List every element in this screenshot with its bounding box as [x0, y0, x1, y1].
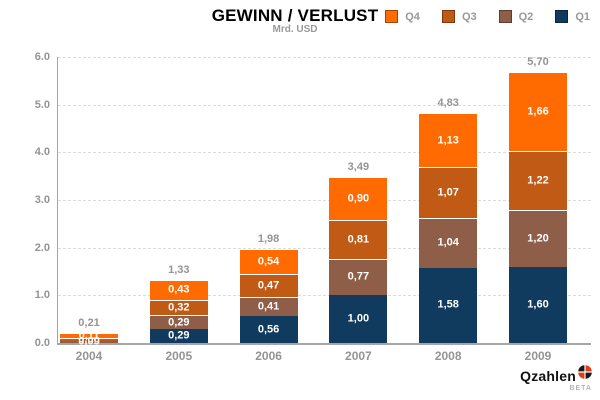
bar-segment-q2-2004[interactable]: 0,05 [60, 336, 118, 347]
page-title: GEWINN / VERLUST [211, 6, 379, 25]
x-axis-label-2005: 2005 [165, 349, 193, 363]
y-axis-label: 1.0 [34, 289, 50, 302]
bar-segment-q4-2005[interactable]: 0,43 [149, 279, 208, 301]
bar-segment-q2-2006[interactable]: 0,41 [239, 296, 298, 317]
gridline [58, 104, 591, 106]
y-axis-label: 5.0 [34, 98, 50, 111]
legend-item-q3[interactable]: Q3 [441, 10, 477, 23]
y-axis-label: 0.0 [34, 337, 50, 349]
legend-item-q2[interactable]: Q2 [498, 10, 534, 23]
segment-value-label: 1,58 [437, 298, 459, 311]
x-axis-label-2008: 2008 [434, 349, 462, 363]
gridline [58, 295, 591, 297]
bar-segment-q3-2009[interactable]: 1,22 [509, 151, 567, 210]
segment-value-label: 1,04 [437, 236, 459, 249]
bar-total-label: 5,70 [527, 56, 549, 69]
bar-segment-q2-2008[interactable]: 1,04 [419, 218, 478, 268]
x-axis-label-2006: 2006 [255, 349, 282, 363]
legend-swatch-q2 [498, 10, 512, 23]
bar-segment-q2-2005[interactable]: 0,29 [149, 315, 208, 330]
legend-swatch-q4 [385, 10, 399, 23]
legend-swatch-q3 [441, 10, 455, 23]
legend: Q4 Q3 Q2 Q1 [385, 10, 590, 23]
bar-segment-q4-2009[interactable]: 1,66 [509, 72, 567, 152]
segment-value-label: 1,20 [527, 232, 549, 245]
bar-segment-q2-2009[interactable]: 1,20 [509, 209, 567, 267]
logo: Qzahlen BETA [520, 365, 592, 392]
segment-value-label: 0,29 [168, 316, 190, 329]
gridline [58, 57, 591, 58]
x-axis-label-2007: 2007 [345, 349, 372, 363]
segment-value-label: 0,81 [347, 233, 370, 246]
legend-item-q4[interactable]: Q4 [385, 10, 420, 23]
bar-segment-q1-2007[interactable]: 1,00 [329, 295, 388, 343]
segment-value-label: 0,29 [168, 329, 190, 342]
bar-segment-q4-2007[interactable]: 0,90 [329, 177, 388, 221]
gridline [58, 200, 591, 201]
legend-label: Q1 [575, 10, 590, 23]
y-axis-label: 6.0 [34, 51, 50, 63]
bar-segment-q1-2006[interactable]: 0,56 [239, 316, 298, 343]
bar-segment-q3-2004[interactable]: 0,06 [60, 334, 118, 345]
legend-label: Q4 [405, 10, 420, 23]
x-axis-label-2009: 2009 [524, 349, 552, 363]
bar-segment-q3-2007[interactable]: 0,81 [329, 220, 388, 259]
chart-subtitle: Mrd. USD [272, 24, 318, 35]
legend-item-q1[interactable]: Q1 [555, 10, 590, 23]
y-axis-label: 4.0 [34, 146, 50, 159]
bar-total-label: 1,98 [257, 232, 280, 245]
legend-swatch-q1 [555, 10, 569, 23]
logo-beta-label: BETA [569, 385, 592, 392]
segment-value-label: 0,56 [257, 323, 280, 336]
x-axis-label-2004: 2004 [75, 349, 103, 363]
bar-total-label: 0,21 [78, 316, 100, 329]
segment-value-label: 1,00 [347, 312, 370, 325]
legend-label: Q3 [461, 10, 477, 23]
segment-value-label: 0,47 [257, 279, 280, 292]
bar-segment-q4-2004[interactable]: 0,11 [60, 329, 118, 342]
segment-value-label: 0,06 [78, 333, 100, 346]
segment-value-label: 0,54 [257, 255, 280, 268]
bar-segment-q1-2005[interactable]: 0,29 [149, 329, 208, 343]
bar-segment-q3-2006[interactable]: 0,47 [239, 274, 298, 297]
segment-value-label: 0,32 [168, 301, 190, 314]
segment-value-label: 0,11 [78, 329, 100, 342]
bar-segment-q1-2009[interactable]: 1,60 [509, 266, 567, 343]
bar-total-label: 1,33 [168, 263, 190, 276]
bar-segment-q3-2005[interactable]: 0,32 [149, 300, 208, 316]
segment-value-label: 1,60 [527, 298, 549, 311]
bar-segment-q3-2008[interactable]: 1,07 [419, 167, 478, 219]
chart-area: 0.0 1.0 2.0 3.0 4.0 5.0 6.0 0,05 0,06 0,11 0,21 200… [35, 51, 591, 363]
bar-total-label: 4,83 [437, 97, 459, 110]
gridline [58, 247, 591, 249]
segment-value-label: 0,90 [347, 192, 370, 205]
segment-value-label: 1,66 [527, 105, 549, 118]
legend-label: Q2 [518, 10, 534, 23]
segment-value-label: 1,13 [437, 134, 459, 147]
bar-segment-q4-2006[interactable]: 0,54 [239, 248, 298, 275]
segment-value-label: 0,43 [168, 283, 190, 296]
segment-value-label: 1,22 [527, 174, 549, 187]
four-quadrant-circle-icon [578, 365, 592, 383]
y-axis-label: 2.0 [34, 241, 50, 254]
segment-value-label: 1,07 [437, 186, 459, 199]
bar-segment-q2-2007[interactable]: 0,77 [329, 258, 388, 296]
bar-segment-q1-2008[interactable]: 1,58 [419, 267, 478, 343]
bar-segment-q4-2008[interactable]: 1,13 [419, 113, 478, 168]
y-axis-label: 3.0 [34, 194, 50, 206]
gridline [58, 152, 591, 154]
segment-value-label: 0,41 [257, 300, 280, 313]
segment-value-label: 0,05 [78, 335, 100, 348]
bar-total-label: 3,49 [347, 161, 370, 174]
logo-text: Qzahlen [520, 368, 576, 384]
segment-value-label: 0,77 [347, 270, 370, 283]
